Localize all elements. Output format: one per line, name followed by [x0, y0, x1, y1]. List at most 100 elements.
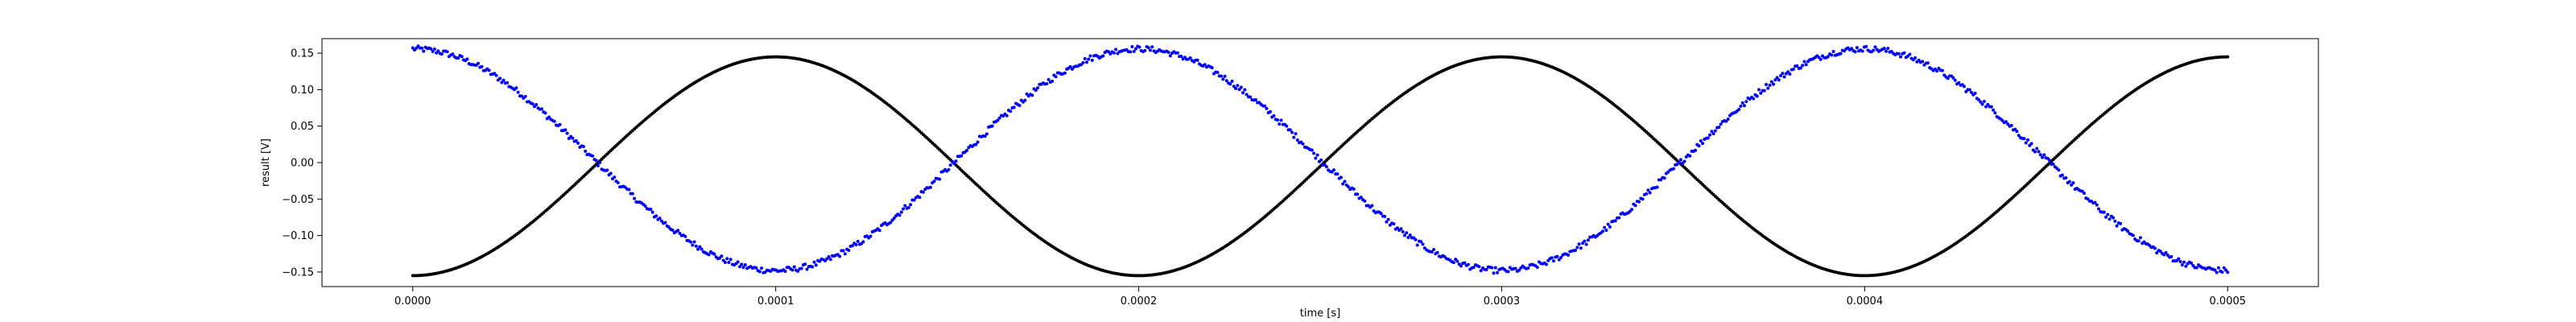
- data-point: [700, 247, 704, 251]
- data-point: [1012, 105, 1016, 109]
- data-point: [1405, 231, 1409, 235]
- data-point: [1719, 122, 1723, 126]
- data-point: [1279, 118, 1283, 122]
- data-point: [1009, 109, 1013, 114]
- data-point: [1210, 66, 1214, 70]
- data-point: [1137, 45, 1141, 49]
- data-point: [856, 239, 860, 243]
- data-point: [1290, 130, 1294, 134]
- data-point: [1472, 266, 1476, 270]
- data-point: [1045, 82, 1049, 86]
- data-point: [2038, 153, 2042, 157]
- data-point: [1967, 88, 1971, 92]
- data-point: [2222, 266, 2226, 270]
- y-tick-label: 0.15: [291, 48, 314, 60]
- data-point: [506, 80, 510, 85]
- data-point: [1779, 74, 1783, 78]
- data-point: [2226, 270, 2230, 275]
- data-point: [1970, 90, 1974, 94]
- data-point: [1583, 239, 1587, 243]
- data-point: [2102, 210, 2106, 214]
- data-point: [498, 76, 502, 80]
- data-point: [2119, 221, 2123, 225]
- data-point: [1517, 268, 1521, 272]
- data-point: [1773, 78, 1777, 82]
- data-point: [1228, 82, 1232, 86]
- data-point: [1179, 55, 1183, 59]
- data-point: [799, 266, 803, 270]
- data-point: [1107, 50, 1111, 54]
- data-point: [1957, 80, 1961, 85]
- data-point: [1817, 56, 1821, 60]
- data-point: [1143, 48, 1147, 52]
- data-point: [574, 138, 578, 142]
- data-point: [1802, 60, 1806, 64]
- data-point: [1268, 109, 1272, 114]
- data-point: [2177, 257, 2181, 261]
- data-point: [2035, 147, 2039, 151]
- data-point: [783, 269, 787, 273]
- data-point: [1346, 185, 1350, 189]
- data-point: [2131, 233, 2135, 237]
- data-point: [1737, 107, 1741, 111]
- data-point: [530, 102, 535, 105]
- data-point: [616, 181, 620, 185]
- data-point: [976, 140, 980, 144]
- data-point: [1546, 258, 1550, 262]
- data-point: [2136, 239, 2140, 243]
- data-point: [1432, 248, 1436, 252]
- data-point: [1726, 118, 1730, 122]
- data-point: [1801, 64, 1805, 68]
- data-point: [539, 107, 543, 111]
- data-point: [2155, 251, 2159, 255]
- data-point: [1401, 229, 1405, 233]
- data-point: [1908, 52, 1912, 56]
- data-point: [2033, 150, 2037, 154]
- data-point: [1331, 168, 1335, 172]
- data-point: [1288, 128, 1292, 132]
- data-point: [2220, 270, 2224, 275]
- data-point: [1421, 242, 1425, 246]
- data-point: [456, 56, 460, 60]
- data-point: [1884, 49, 1888, 53]
- data-point: [576, 141, 580, 145]
- data-point: [694, 244, 698, 248]
- data-point: [2184, 264, 2188, 268]
- data-point: [997, 116, 1001, 120]
- data-point: [729, 258, 733, 262]
- data-point: [1278, 122, 1282, 126]
- data-point: [861, 240, 865, 244]
- data-point: [1237, 88, 1241, 92]
- data-point: [627, 188, 631, 192]
- data-point: [1873, 45, 1877, 49]
- data-point: [803, 262, 807, 266]
- data-point: [605, 168, 609, 172]
- data-point: [431, 49, 435, 53]
- data-point: [736, 260, 740, 264]
- data-point: [938, 177, 942, 181]
- data-point: [1717, 126, 1721, 130]
- data-point: [1759, 91, 1763, 95]
- data-point: [476, 61, 480, 65]
- data-point: [1408, 233, 1412, 237]
- data-point: [838, 254, 842, 258]
- data-point: [1973, 91, 1977, 95]
- data-point: [1129, 50, 1133, 54]
- data-point: [1682, 159, 1686, 163]
- data-point: [1352, 187, 1356, 191]
- data-point: [1617, 216, 1621, 220]
- y-ticks: −0.15 −0.10 −0.05 0.00 0.05 0.10 0.15: [282, 48, 322, 279]
- data-point: [1315, 153, 1319, 157]
- data-point: [1339, 175, 1343, 180]
- data-point: [1552, 259, 1555, 263]
- data-point: [1659, 178, 1663, 182]
- data-point: [2138, 236, 2142, 240]
- data-point: [1752, 97, 1756, 101]
- data-point: [1023, 98, 1027, 102]
- data-point: [1466, 262, 1470, 266]
- data-point: [1762, 89, 1766, 93]
- data-point: [460, 55, 464, 59]
- data-point: [2051, 162, 2055, 166]
- data-point: [1018, 104, 1022, 108]
- data-point: [1641, 197, 1645, 201]
